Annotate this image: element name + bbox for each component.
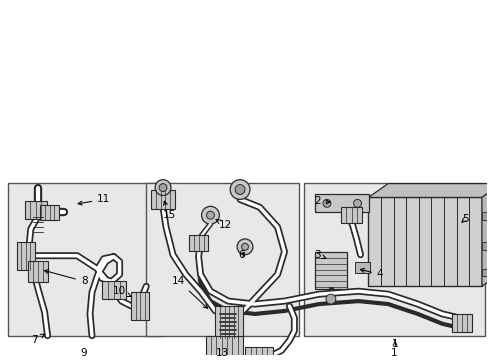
Bar <box>245 347 272 360</box>
Text: 4: 4 <box>360 269 384 279</box>
Circle shape <box>201 206 220 224</box>
Bar <box>189 235 208 251</box>
Bar <box>341 207 363 223</box>
Circle shape <box>155 180 171 195</box>
Circle shape <box>354 199 362 207</box>
Bar <box>482 212 490 220</box>
Bar <box>205 336 243 357</box>
Bar <box>315 194 369 212</box>
Circle shape <box>242 243 248 250</box>
Circle shape <box>235 185 245 194</box>
Text: 13: 13 <box>216 348 229 359</box>
Bar <box>8 183 161 336</box>
Text: 14: 14 <box>172 276 208 308</box>
Text: 2: 2 <box>314 197 330 206</box>
Bar <box>17 242 35 270</box>
Bar <box>452 314 472 332</box>
Text: 5: 5 <box>462 214 468 224</box>
Bar <box>40 205 59 220</box>
Text: 12: 12 <box>216 219 232 230</box>
Text: 10: 10 <box>113 286 131 297</box>
Circle shape <box>237 239 253 255</box>
Text: 3: 3 <box>314 250 326 260</box>
Bar <box>28 261 48 282</box>
Text: 6: 6 <box>239 250 245 260</box>
Text: 1: 1 <box>391 348 397 359</box>
Circle shape <box>159 184 167 192</box>
Bar <box>355 262 370 274</box>
Bar <box>131 292 149 320</box>
Bar <box>102 282 125 299</box>
Text: 11: 11 <box>78 194 110 205</box>
Circle shape <box>323 199 331 207</box>
Bar <box>368 197 482 286</box>
Text: 7: 7 <box>31 334 45 345</box>
Bar <box>304 183 485 336</box>
Bar <box>482 269 490 276</box>
Circle shape <box>206 211 215 219</box>
Bar <box>482 242 490 250</box>
Bar <box>25 201 47 219</box>
Polygon shape <box>368 184 490 197</box>
Bar <box>151 190 175 209</box>
Bar <box>147 183 299 336</box>
Text: 8: 8 <box>45 270 87 286</box>
Circle shape <box>326 294 336 304</box>
Text: 9: 9 <box>81 348 87 359</box>
Bar <box>216 306 243 338</box>
Text: 15: 15 <box>162 201 175 220</box>
Bar <box>315 252 347 289</box>
Polygon shape <box>482 184 490 286</box>
Circle shape <box>230 180 250 199</box>
Text: 1: 1 <box>392 338 398 348</box>
